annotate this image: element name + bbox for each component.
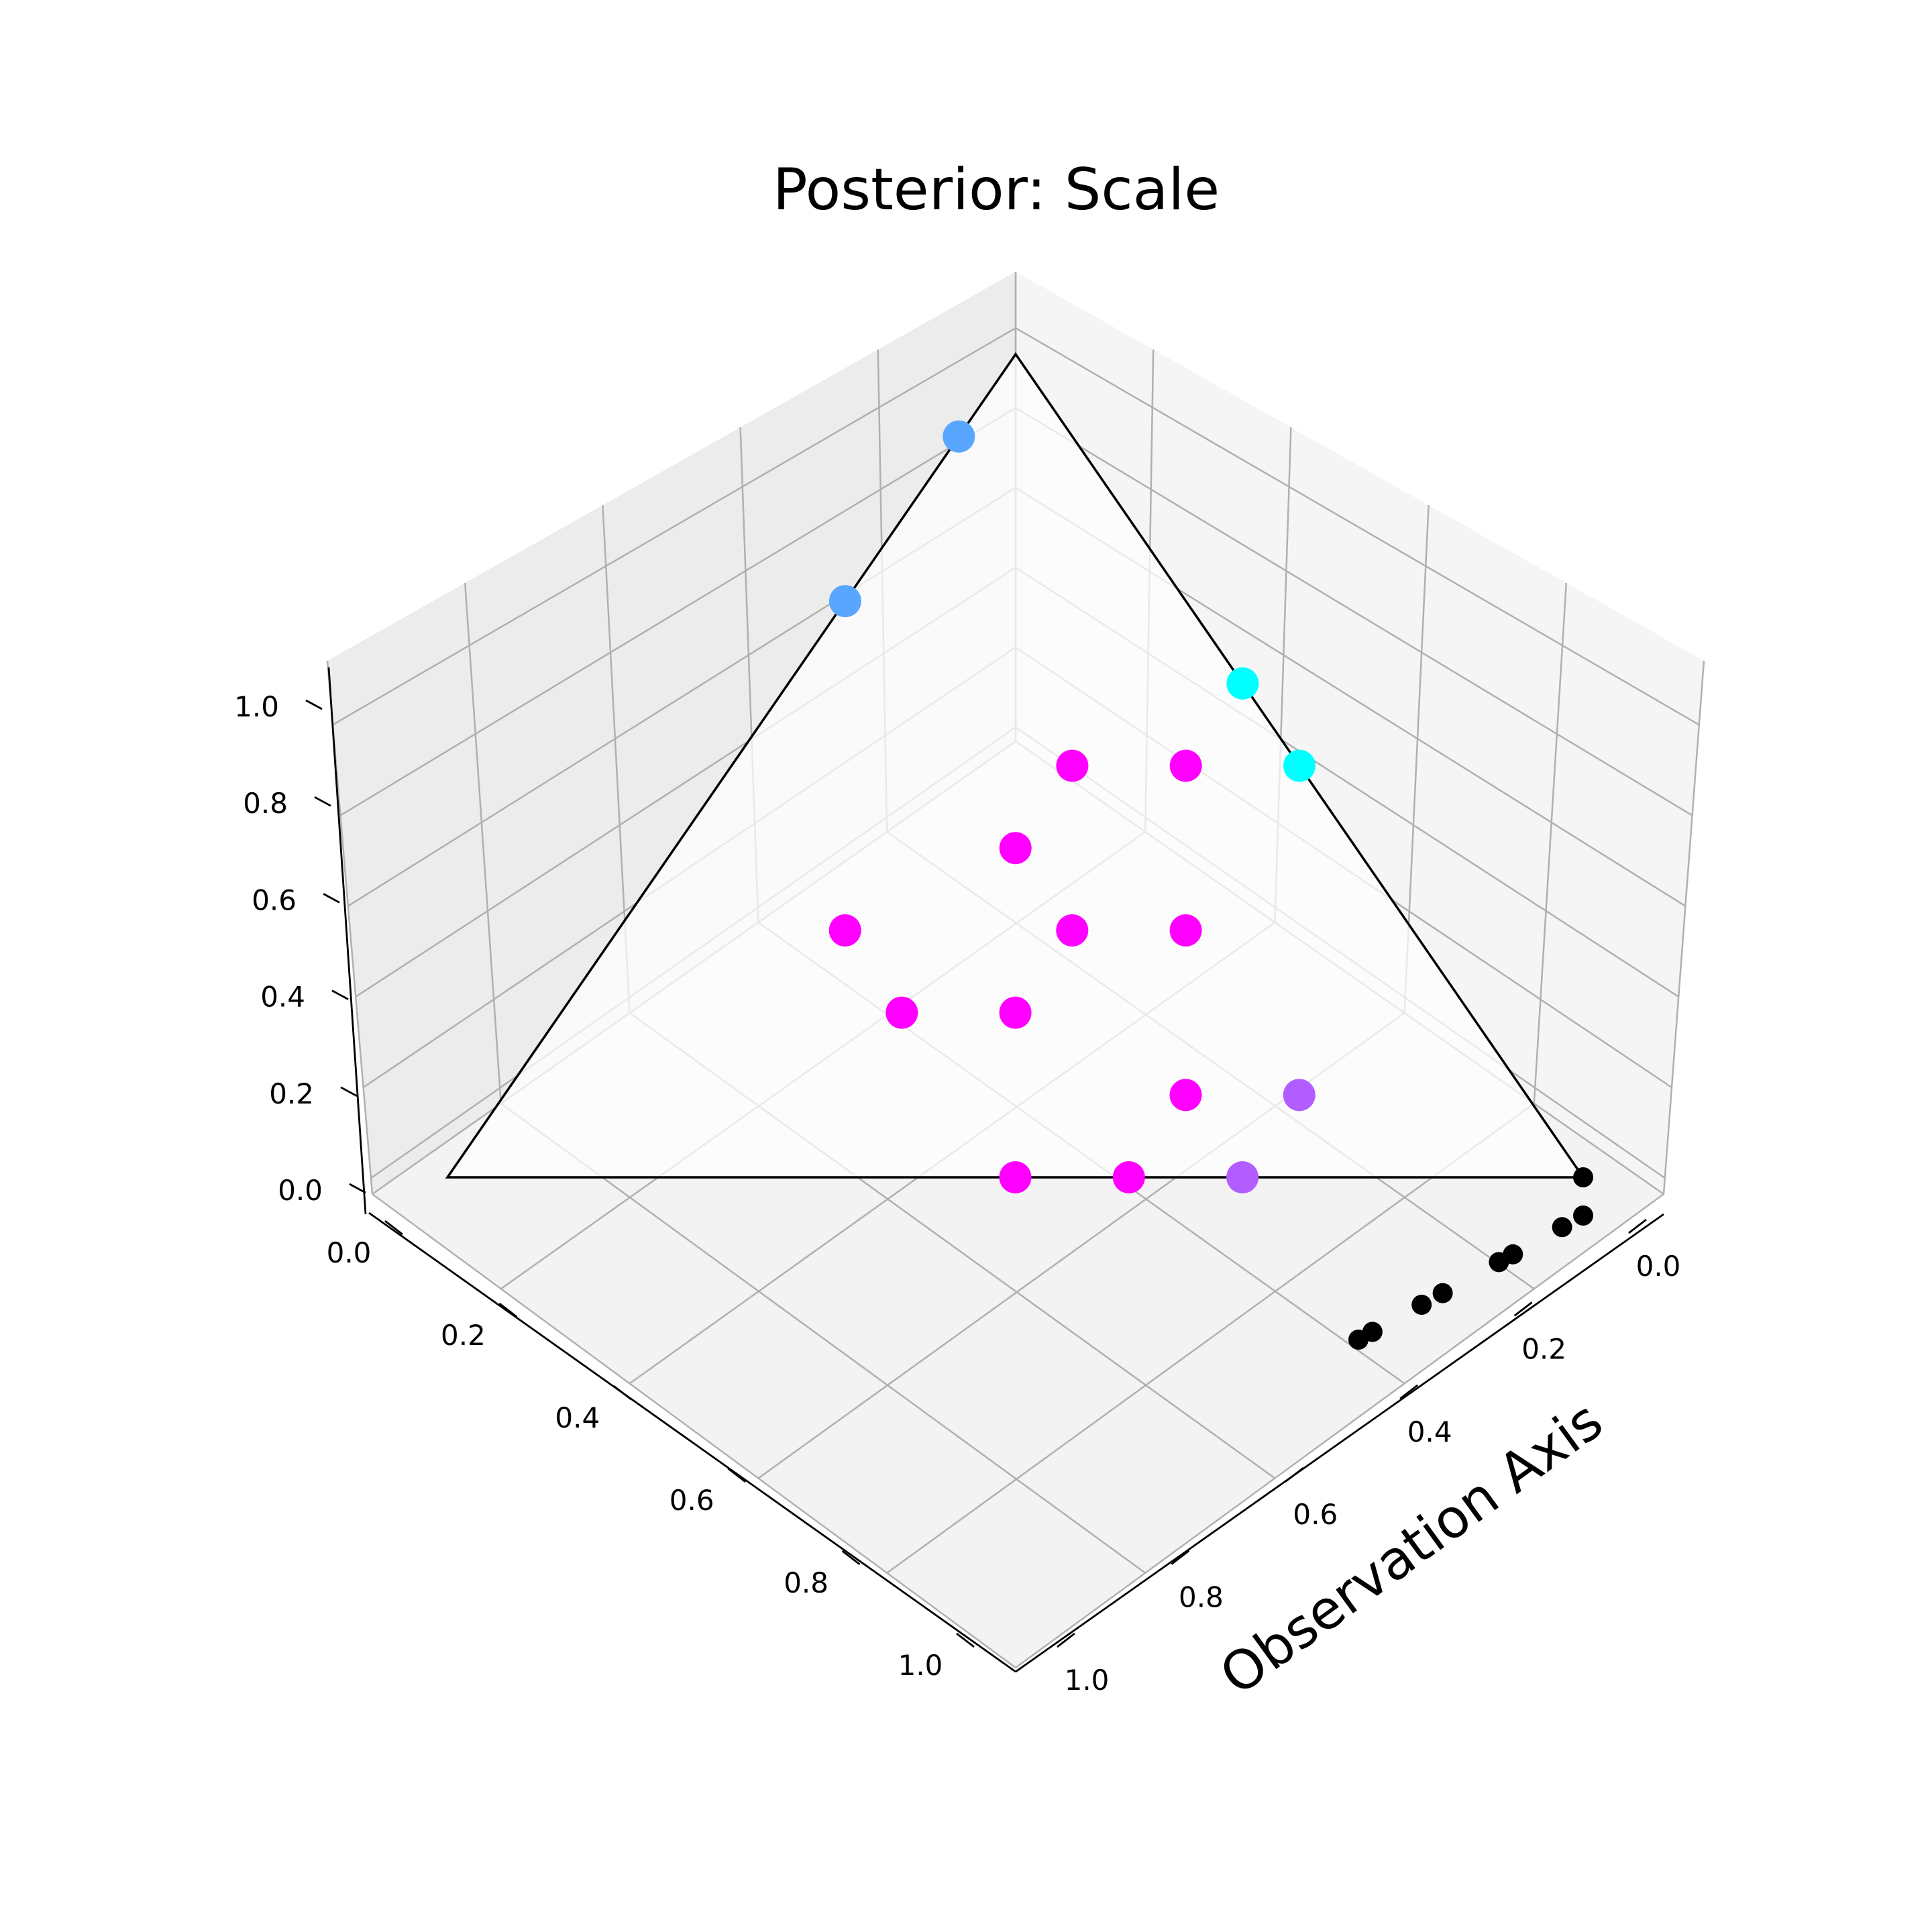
y-tick: [1171, 1550, 1190, 1565]
tick-labels: 0.0 0.00.00.2 0.20.20.4 0.40.40.6 0.60.60.8 0…: [234, 690, 1680, 1697]
z-tick-label: 0.6: [252, 883, 297, 916]
z-tick-label: 0.8: [243, 787, 288, 820]
data-point-series-2-4: [1056, 914, 1089, 947]
x-tick-label: 0.4: [555, 1401, 600, 1434]
z-tick: [305, 699, 323, 710]
y-tick-label: 1.0: [1065, 1664, 1110, 1697]
y-tick: [1399, 1384, 1419, 1399]
right-pane-gridline: [1533, 582, 1568, 1104]
data-point-series-1-0: [1226, 667, 1259, 700]
data-point-series-0-1: [828, 585, 861, 618]
data-point-series-2-9: [1112, 1161, 1145, 1193]
z-tick-label: 0.2: [269, 1077, 314, 1110]
data-point-series-4-0: [1573, 1167, 1593, 1187]
z-tick: [323, 893, 340, 904]
z-tick-label: 0.4: [260, 981, 305, 1014]
z-tick: [349, 1183, 366, 1194]
data-point-series-3-0: [1283, 1079, 1316, 1112]
floor-gridline: [1015, 1193, 1664, 1669]
right-pane: [1016, 272, 1704, 1194]
data-point-series-2-3: [1169, 914, 1202, 947]
x-tick: [384, 1220, 403, 1236]
x-tick-label: 1.0: [898, 1649, 943, 1682]
z-tick: [340, 1086, 358, 1097]
y-tick-label: 0.0: [1636, 1250, 1681, 1283]
data-point-series-2-8: [1169, 1079, 1202, 1112]
data-point-series-2-5: [828, 914, 861, 947]
z-axis-line: [327, 667, 367, 1215]
y-tick-label: 0.2: [1521, 1332, 1566, 1365]
y-axis-line: [1015, 1213, 1664, 1673]
x-tick: [727, 1467, 747, 1483]
x-tick-label: 0.0: [327, 1236, 372, 1269]
data-point-series-2-1: [1169, 749, 1202, 782]
data-points: [828, 420, 1593, 1350]
floor-gridline: [500, 1102, 1146, 1574]
floor-gridline: [886, 1102, 1535, 1574]
data-point-series-2-2: [999, 832, 1032, 865]
data-point-series-2-6: [999, 996, 1032, 1029]
z-tick: [314, 796, 331, 807]
left-pane-gridline: [464, 582, 502, 1104]
x-tick-label: 0.6: [669, 1484, 714, 1517]
x-tick-label: 0.8: [784, 1566, 828, 1599]
data-point-series-4-6: [1411, 1295, 1432, 1315]
x-tick: [612, 1385, 632, 1401]
left-pane: [327, 272, 1016, 1194]
data-point-series-4-1: [1573, 1205, 1593, 1226]
floor-gridline: [372, 1193, 1016, 1669]
z-tick-label: 1.0: [234, 690, 279, 723]
axis-lines: [327, 667, 1664, 1673]
x-tick: [498, 1302, 518, 1318]
data-point-series-4-2: [1552, 1217, 1572, 1238]
data-point-series-2-7: [885, 996, 918, 1029]
y-tick: [1285, 1467, 1304, 1483]
x-tick: [841, 1550, 861, 1566]
y-tick: [1057, 1632, 1075, 1648]
y-tick: [1628, 1218, 1647, 1234]
chart-title: Posterior: Scale: [773, 156, 1220, 223]
data-point-series-0-0: [943, 420, 975, 453]
z-tick-label: 0.0: [278, 1174, 323, 1207]
right-pane-gridline: [1662, 660, 1705, 1195]
y-tick-label: 0.4: [1407, 1415, 1452, 1448]
data-point-series-4-4: [1489, 1252, 1509, 1273]
data-point-series-1-1: [1283, 749, 1316, 782]
data-point-series-2-10: [999, 1161, 1032, 1193]
y-tick: [1513, 1301, 1533, 1317]
x-tick: [956, 1632, 975, 1648]
tick-marks: [305, 699, 1647, 1648]
data-point-series-2-0: [1056, 749, 1089, 782]
y-tick-label: 0.8: [1179, 1581, 1224, 1614]
x-tick-label: 0.2: [441, 1319, 486, 1352]
z-tick: [331, 989, 349, 1000]
data-point-series-4-5: [1432, 1283, 1453, 1303]
data-point-series-4-8: [1348, 1330, 1368, 1350]
x-axis-line: [368, 1212, 1016, 1673]
data-point-series-3-1: [1226, 1161, 1259, 1193]
y-tick-label: 0.6: [1293, 1498, 1338, 1531]
z-gridline: [332, 327, 1700, 726]
